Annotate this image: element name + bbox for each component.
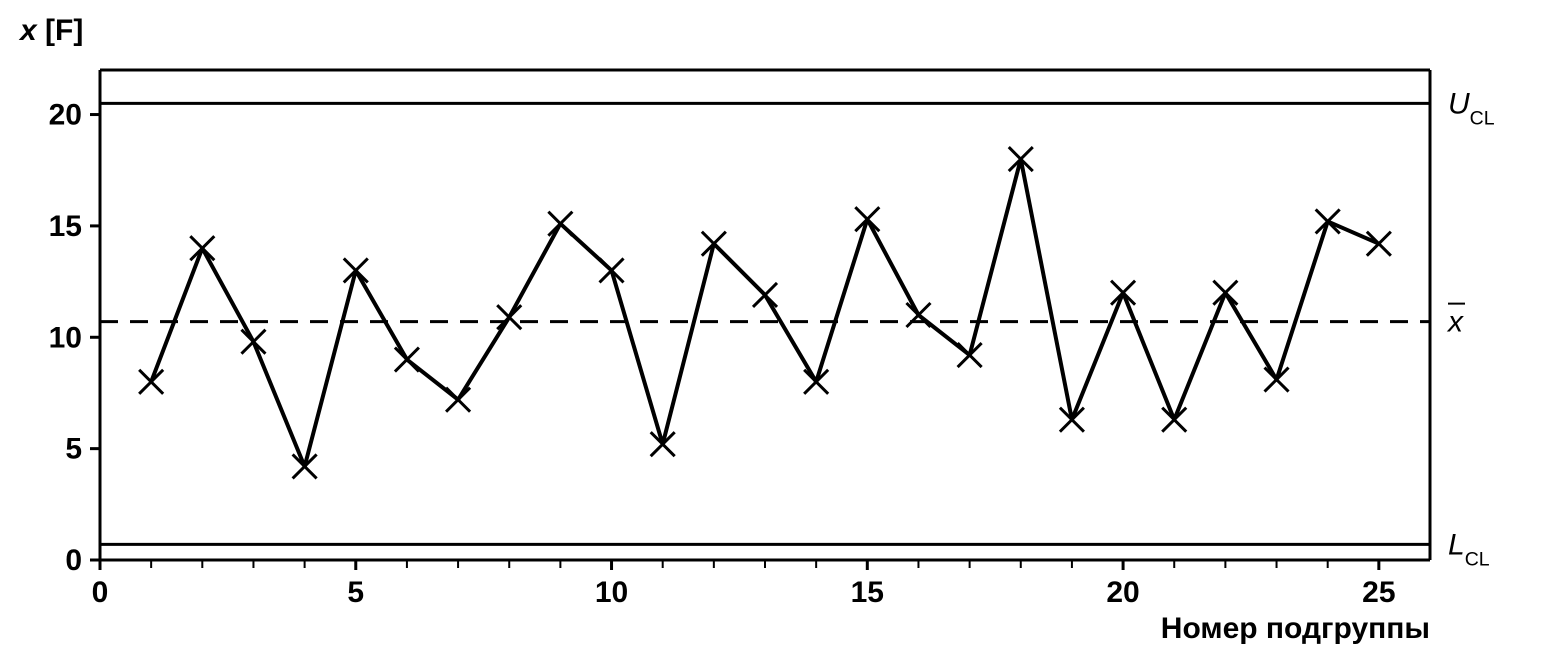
svg-text:20: 20 — [49, 99, 82, 132]
control-chart: 051015200510152025x [F]Номер подгруппыUC… — [0, 0, 1553, 650]
svg-text:25: 25 — [1362, 576, 1395, 609]
svg-text:Номер подгруппы: Номер подгруппы — [1161, 612, 1430, 645]
svg-text:5: 5 — [65, 433, 82, 466]
svg-text:15: 15 — [49, 210, 82, 243]
svg-text:10: 10 — [595, 576, 628, 609]
svg-text:x [F]: x [F] — [18, 14, 83, 47]
svg-text:10: 10 — [49, 321, 82, 354]
svg-text:5: 5 — [347, 576, 364, 609]
svg-text:x: x — [1446, 306, 1464, 339]
svg-text:20: 20 — [1106, 576, 1139, 609]
svg-text:0: 0 — [92, 576, 109, 609]
svg-text:0: 0 — [65, 544, 82, 577]
chart-svg: 051015200510152025x [F]Номер подгруппыUC… — [0, 0, 1553, 650]
svg-text:15: 15 — [851, 576, 884, 609]
